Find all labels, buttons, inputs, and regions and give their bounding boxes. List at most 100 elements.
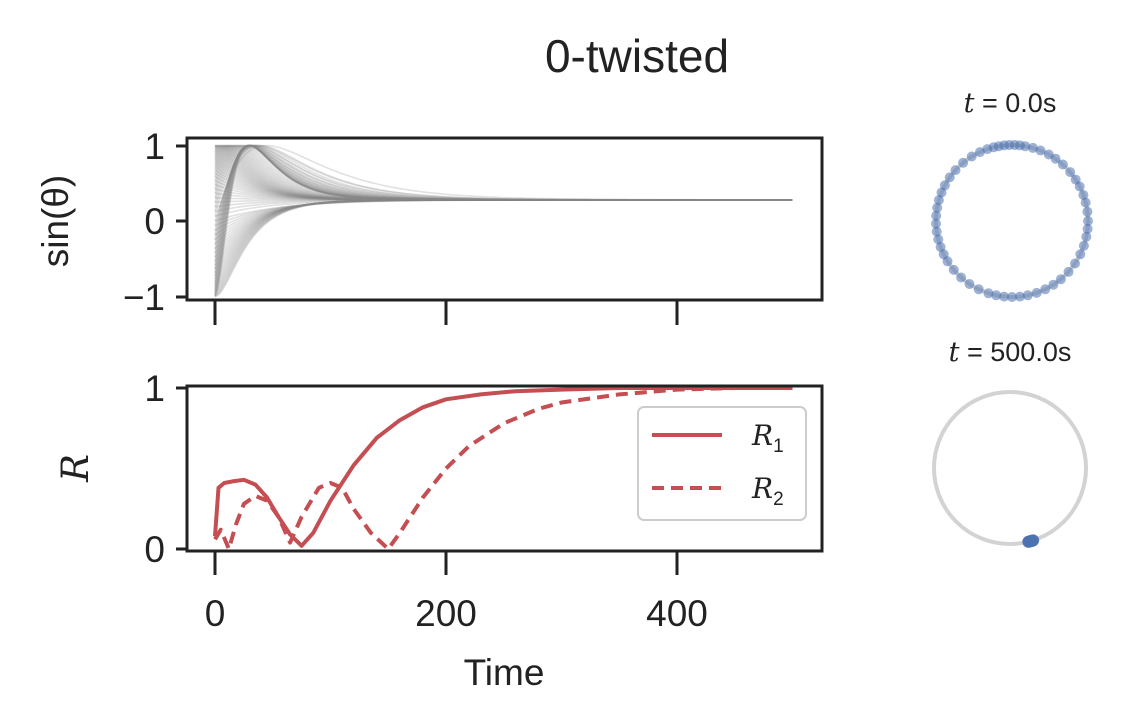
phase-trace <box>214 199 793 294</box>
order-ylabel: R <box>54 454 97 483</box>
phase-trace <box>214 144 793 297</box>
phase-trace <box>214 144 793 296</box>
phase-trace <box>214 156 793 201</box>
phase-trace <box>214 144 793 245</box>
phase-trace <box>214 144 793 201</box>
phase-point <box>1035 145 1046 156</box>
phase-trace <box>214 196 793 201</box>
order-panel: 1 0 0 200 400 Time R R1 R2 <box>54 368 824 693</box>
phase-trace <box>214 199 793 213</box>
phase-trace <box>214 144 793 283</box>
series-R1 <box>213 386 793 548</box>
phase-trace <box>214 144 793 201</box>
phase-point <box>999 291 1010 302</box>
phase-panel: 1 0 −1 sin(θ) <box>35 126 824 325</box>
phase-trace <box>214 199 793 286</box>
phase-trace <box>214 199 793 208</box>
phase-trace <box>214 199 793 266</box>
phase-point <box>1027 142 1038 153</box>
phase-point <box>1065 167 1076 178</box>
phase-trace <box>214 150 793 201</box>
phase-trace <box>214 144 793 201</box>
phase-trace <box>214 144 793 236</box>
phase-trace <box>214 144 793 222</box>
phase-trace <box>214 199 793 277</box>
phase-axes-frame <box>185 136 824 302</box>
phase-trace <box>214 144 793 201</box>
phase-trace <box>214 144 793 201</box>
phase-point <box>1070 174 1081 185</box>
phase-trace <box>214 144 793 217</box>
phase-trace <box>214 199 793 270</box>
circle-t500-points <box>1022 534 1040 548</box>
phase-point <box>1075 249 1086 260</box>
phase-trace <box>214 144 793 249</box>
phase-trace <box>214 144 793 201</box>
phase-point <box>1078 240 1089 251</box>
phase-point <box>1082 206 1093 217</box>
phase-trace <box>214 199 793 258</box>
phase-trace <box>214 144 793 201</box>
legend-r1-label: R1 <box>751 419 784 457</box>
phase-trace <box>214 144 793 273</box>
circle-panel-t0: t = 0.0s <box>931 88 1093 302</box>
phase-point <box>933 234 944 245</box>
phase-point <box>1027 534 1040 547</box>
phase-trace <box>214 144 793 203</box>
phase-point <box>1040 284 1051 295</box>
phase-trace <box>214 199 793 227</box>
phase-trace <box>214 144 793 288</box>
phase-trace <box>214 199 793 280</box>
order-axes-frame <box>185 384 824 553</box>
order-xtick-label: 200 <box>415 593 477 634</box>
phase-trace <box>214 144 793 293</box>
phase-trace <box>214 152 793 201</box>
phase-trace <box>214 199 793 232</box>
phase-point <box>931 218 941 229</box>
phase-trace <box>214 144 793 290</box>
phase-trace <box>214 144 793 201</box>
phase-trace <box>214 179 793 201</box>
phase-point <box>1022 290 1033 301</box>
phase-trace <box>214 144 793 262</box>
phase-trace <box>214 144 793 280</box>
phase-trace <box>214 144 793 201</box>
phase-trace <box>214 199 793 283</box>
phase-trace <box>214 144 793 254</box>
phase-point <box>974 147 985 158</box>
phase-trace <box>214 168 793 201</box>
phase-trace <box>214 144 793 212</box>
phase-lines <box>214 144 793 298</box>
phase-point <box>944 172 955 183</box>
figure-title: 0-twisted <box>545 30 729 82</box>
phase-trace <box>214 144 793 240</box>
phase-point <box>1081 231 1092 242</box>
phase-point <box>1083 216 1093 226</box>
phase-ytick-label: 0 <box>144 201 165 242</box>
circle-t0-title: t = 0.0s <box>964 88 1057 119</box>
phase-point <box>956 272 967 283</box>
phase-ytick-label: −1 <box>123 277 165 318</box>
phase-trace <box>214 144 793 201</box>
phase-point <box>1055 274 1066 285</box>
phase-point <box>1082 223 1093 234</box>
phase-trace <box>214 147 793 201</box>
order-xtick-label: 0 <box>205 593 226 634</box>
phase-point <box>933 195 944 206</box>
phase-trace <box>214 199 793 222</box>
phase-trace <box>214 144 793 226</box>
phase-trace <box>214 144 793 201</box>
phase-trace <box>214 199 793 290</box>
phase-trace <box>214 144 793 277</box>
phase-point <box>1063 266 1074 277</box>
phase-trace <box>214 199 793 262</box>
phase-trace <box>214 144 793 201</box>
legend: R1 R2 <box>637 406 807 521</box>
phase-trace <box>214 183 793 201</box>
phase-point <box>991 290 1002 301</box>
phase-trace <box>214 199 793 292</box>
phase-point <box>1057 159 1068 170</box>
phase-point <box>973 284 984 295</box>
phase-trace <box>214 199 793 296</box>
phase-trace <box>214 165 793 201</box>
